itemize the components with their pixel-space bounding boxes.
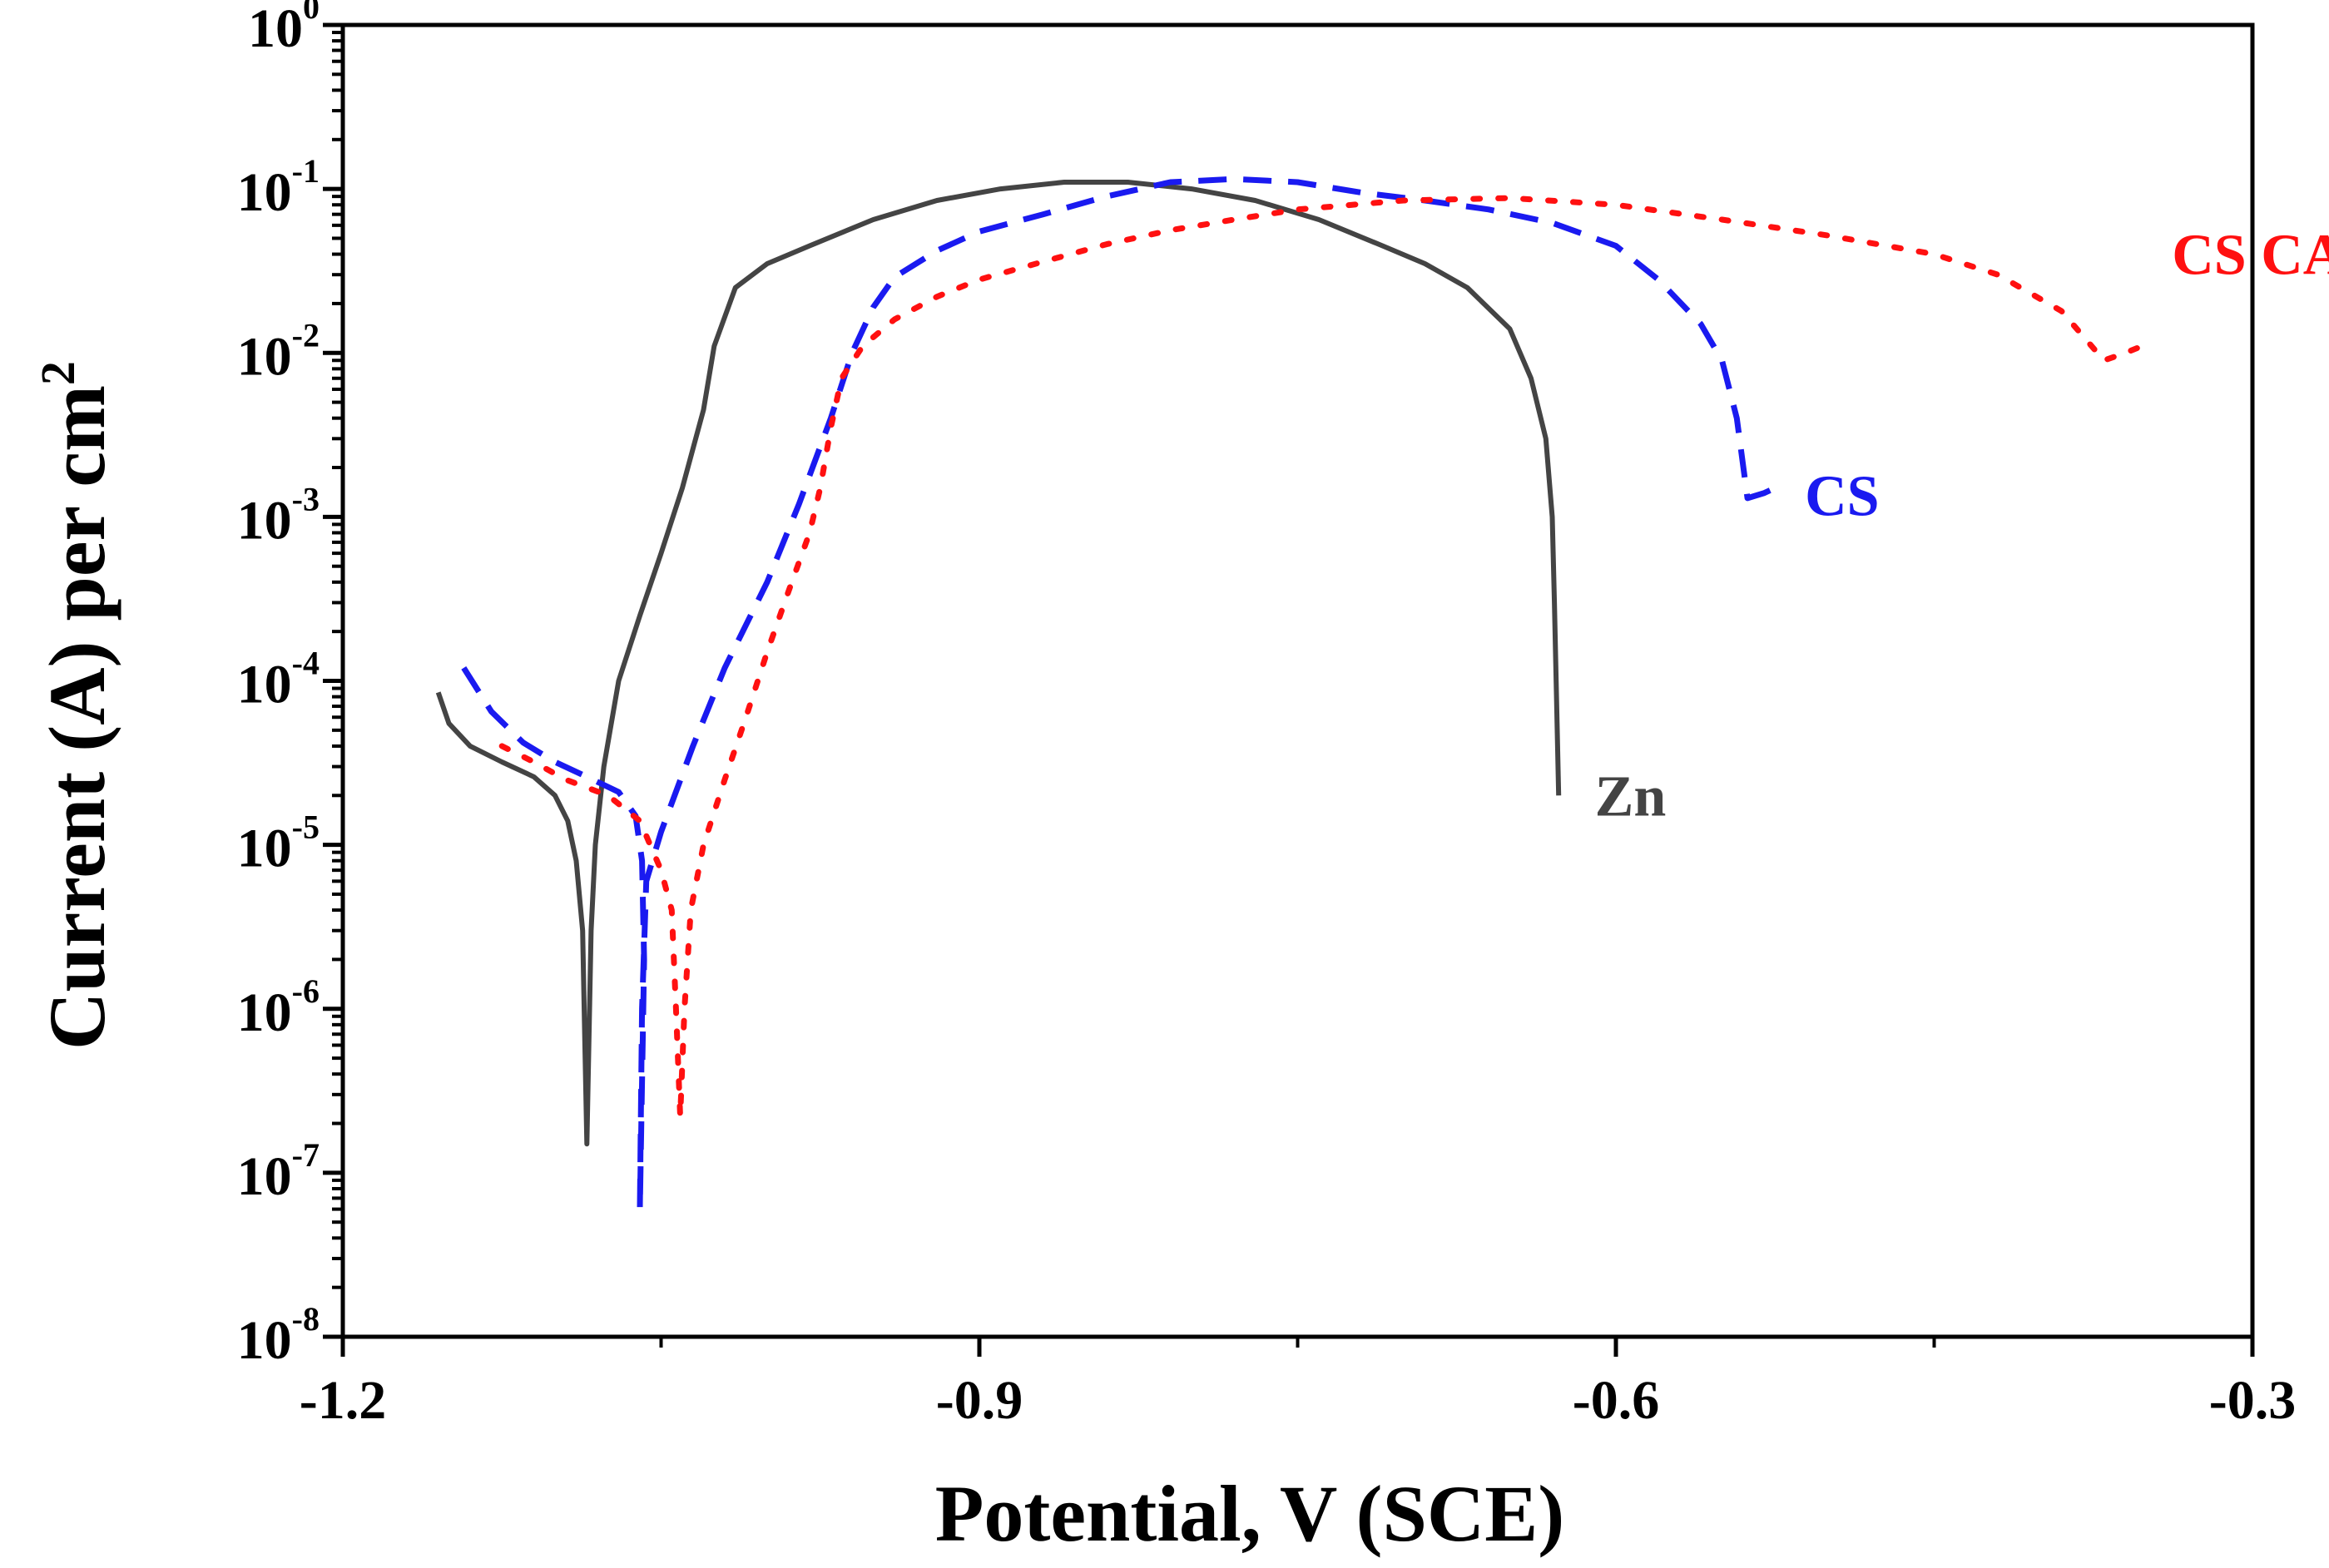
y-tick-label: 10-6 xyxy=(237,972,320,1043)
x-tick-label: -0.6 xyxy=(1573,1370,1659,1431)
series-line-cs xyxy=(461,176,1776,1213)
x-tick-label: -0.9 xyxy=(936,1370,1023,1431)
plot-frame xyxy=(340,22,2255,1339)
y-tick-label: 10-4 xyxy=(237,645,320,715)
y-tick-label: 10-1 xyxy=(237,152,320,223)
y-tick-label: 10-3 xyxy=(237,480,320,551)
y-axis-title-superscript: 2 xyxy=(31,361,85,385)
series-label-cs: CS xyxy=(1805,465,1879,529)
series-labels: Zn CS CS CAF xyxy=(1595,224,2329,829)
y-tick-label: 10-2 xyxy=(237,316,320,387)
series-label-zn: Zn xyxy=(1595,764,1667,829)
y-tick-label: 10-8 xyxy=(237,1300,320,1371)
series-layer xyxy=(435,176,2145,1213)
y-tick-label: 10-5 xyxy=(237,809,320,879)
y-tick-labels: 100 10-1 10-2 10-3 10-4 10-5 10-6 10-7 10-8 xyxy=(237,0,320,1371)
series-line-zn xyxy=(435,180,1562,1147)
x-tick-label: -0.3 xyxy=(2209,1370,2296,1431)
y-axis-title-main: Current (A) per cm xyxy=(32,385,121,1050)
series-line-cs-caf xyxy=(498,195,2145,1120)
x-axis-title: Potential, V (SCE) xyxy=(935,1469,1564,1558)
y-tick-label: 10-7 xyxy=(237,1136,320,1207)
y-tick-label: 100 xyxy=(248,0,320,59)
x-tick-label: -1.2 xyxy=(300,1370,386,1431)
series-label-cs-caf: CS CAF xyxy=(2172,224,2329,288)
y-axis-title: Current (A) per cm2 xyxy=(31,361,121,1050)
x-tick-labels: -1.2 -0.9 -0.6 -0.3 xyxy=(300,1370,2296,1431)
